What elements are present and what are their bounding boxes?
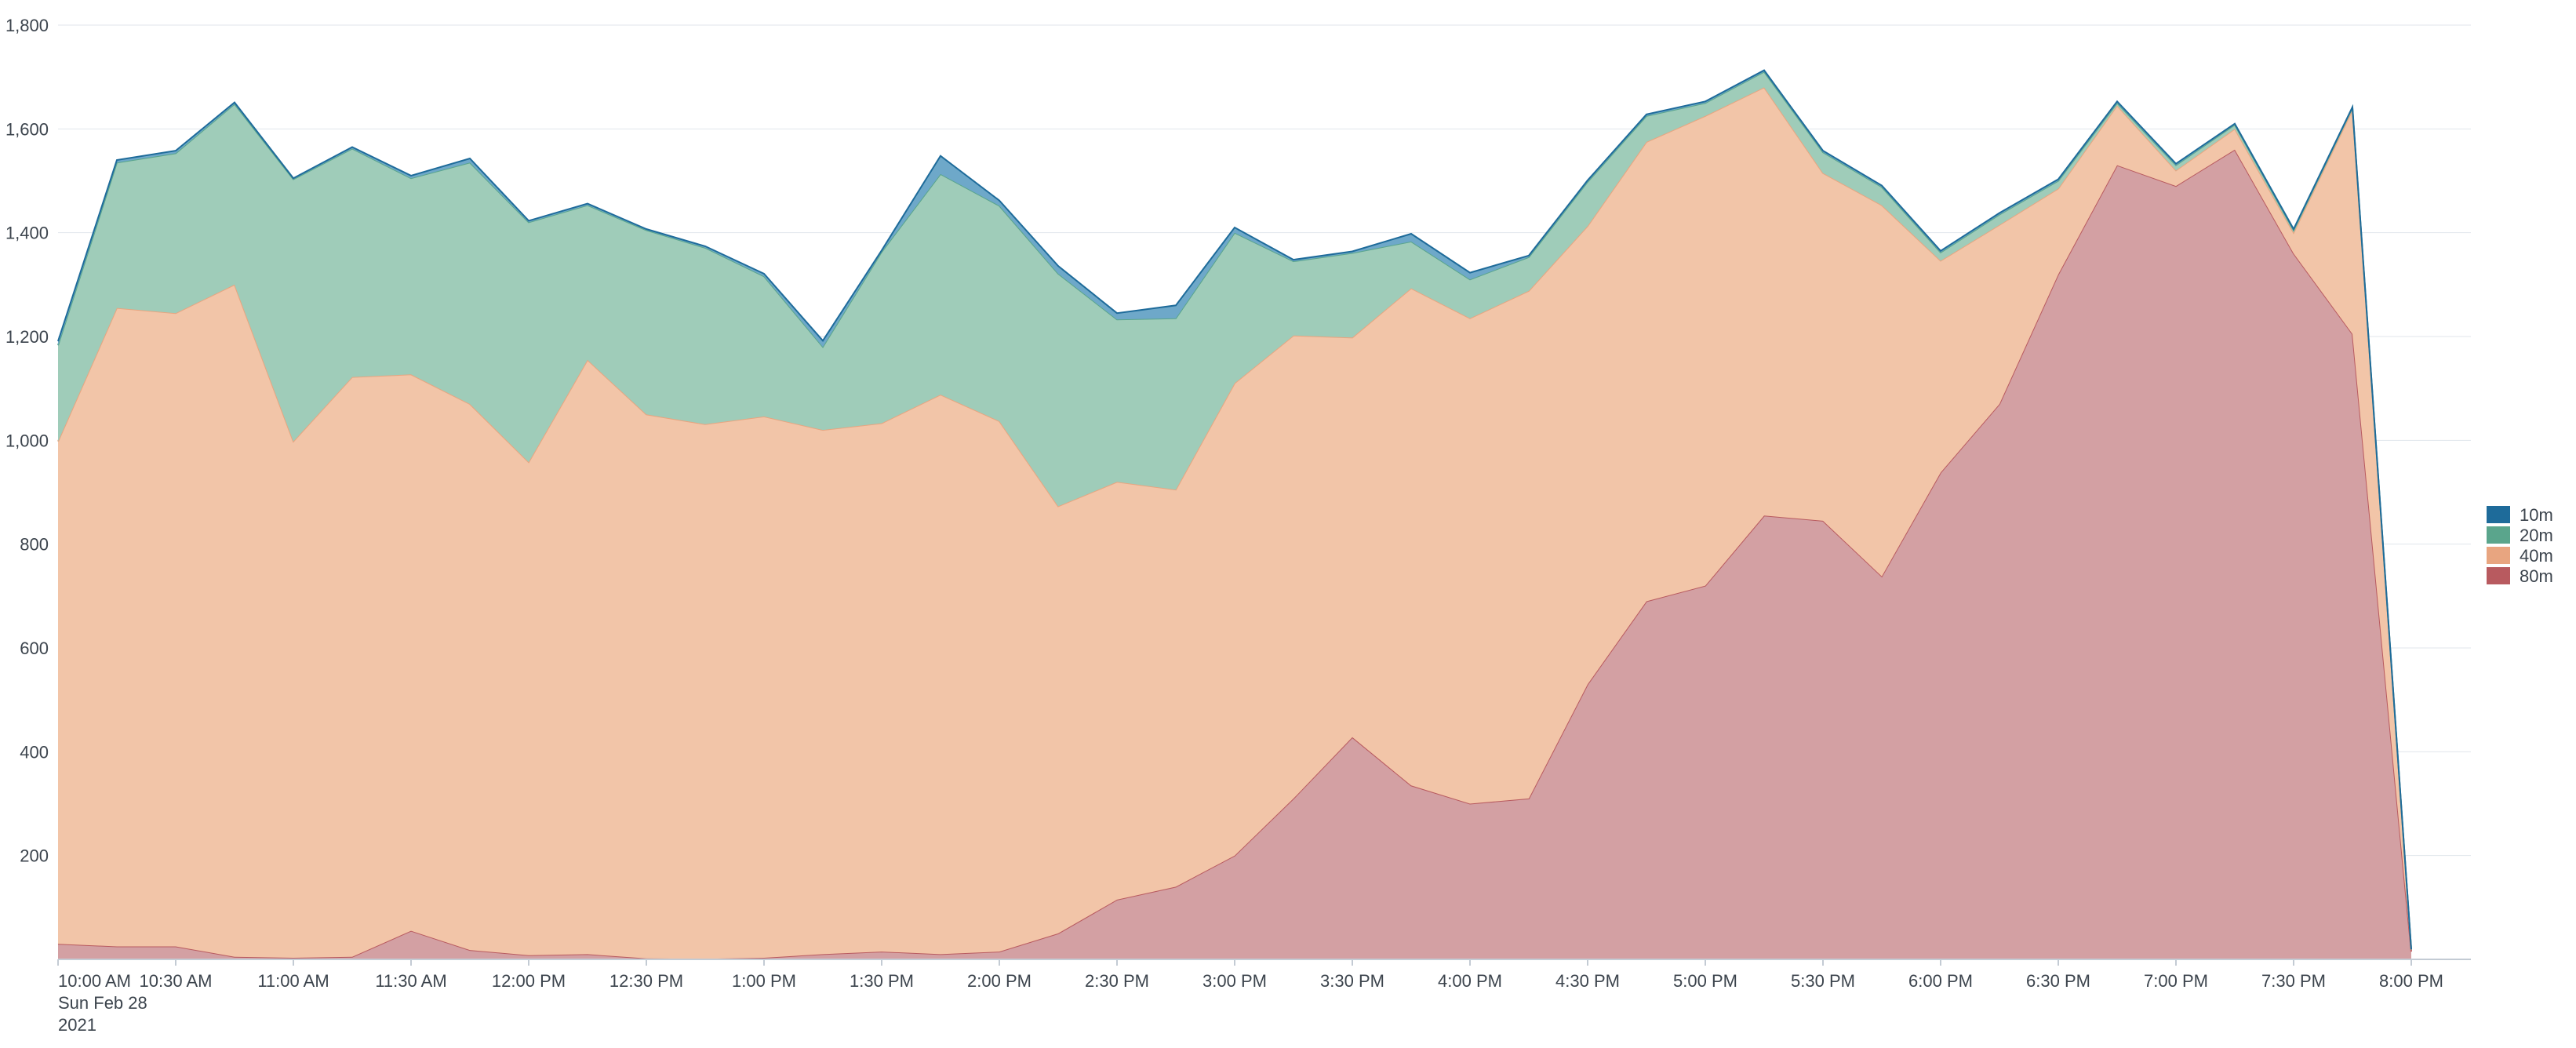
series-area-80m[interactable] [58, 149, 2411, 959]
series-areas [57, 69, 2412, 960]
y-tick-label: 1,600 [5, 119, 49, 139]
y-tick-label: 200 [20, 846, 49, 866]
legend-label: 10m [2520, 505, 2553, 525]
x-tick-label: 2:30 PM [1085, 971, 1149, 991]
y-tick-label: 1,400 [5, 224, 49, 243]
legend-label: 20m [2520, 526, 2553, 545]
x-tick-label: Sun Feb 28 [58, 993, 147, 1013]
y-tick-label: 800 [20, 535, 49, 555]
legend-label: 80m [2520, 566, 2553, 586]
y-tick-label: 1,200 [5, 327, 49, 347]
legend-swatch [2487, 526, 2510, 544]
x-tick-label: 3:00 PM [1202, 971, 1267, 991]
x-tick-label: 6:30 PM [2026, 971, 2090, 991]
x-tick-label: 3:30 PM [1320, 971, 1384, 991]
legend-label: 40m [2520, 546, 2553, 566]
legend-item-10m[interactable]: 10m [2487, 505, 2553, 525]
y-tick-label: 1,000 [5, 431, 49, 450]
y-tick-label: 600 [20, 639, 49, 658]
x-tick-label: 12:30 PM [609, 971, 683, 991]
x-tick-label: 1:30 PM [850, 971, 914, 991]
y-axis-tick-labels: 200 400 600 800 1,000 1,200 1,400 1,600 1,800 [5, 16, 49, 866]
x-tick-label: 12:00 PM [492, 971, 566, 991]
x-tick-label: 2021 [58, 1015, 96, 1035]
y-tick-label: 1,800 [5, 16, 49, 35]
legend-swatch [2487, 547, 2510, 564]
x-tick-label: 6:00 PM [1908, 971, 1973, 991]
y-tick-label: 400 [20, 742, 49, 762]
x-tick-label: 8:00 PM [2379, 971, 2443, 991]
series-area-20m[interactable] [58, 71, 2411, 951]
x-tick-label: 11:30 AM [375, 971, 446, 991]
x-tick-label: 5:00 PM [1673, 971, 1737, 991]
series-area-40m[interactable] [58, 87, 2411, 959]
legend-swatch [2487, 567, 2510, 584]
x-tick-label: 1:00 PM [732, 971, 796, 991]
legend-item-20m[interactable]: 20m [2487, 526, 2553, 545]
x-tick-label: 7:30 PM [2261, 971, 2326, 991]
x-tick-label: 10:30 AM [140, 971, 213, 991]
series-line-10m [57, 69, 2412, 950]
x-tick-label: 11:00 AM [257, 971, 329, 991]
legend-item-80m[interactable]: 80m [2487, 566, 2553, 586]
x-tick-label: 5:30 PM [1791, 971, 1855, 991]
legend-swatch [2487, 506, 2510, 523]
x-tick-label: 7:00 PM [2144, 971, 2208, 991]
legend-item-40m[interactable]: 40m [2487, 546, 2553, 566]
x-tick-label: 2:00 PM [967, 971, 1031, 991]
x-tick-label: 4:30 PM [1555, 971, 1620, 991]
x-tick-label: 4:00 PM [1438, 971, 1502, 991]
x-tick-label: 10:00 AM [58, 971, 131, 991]
